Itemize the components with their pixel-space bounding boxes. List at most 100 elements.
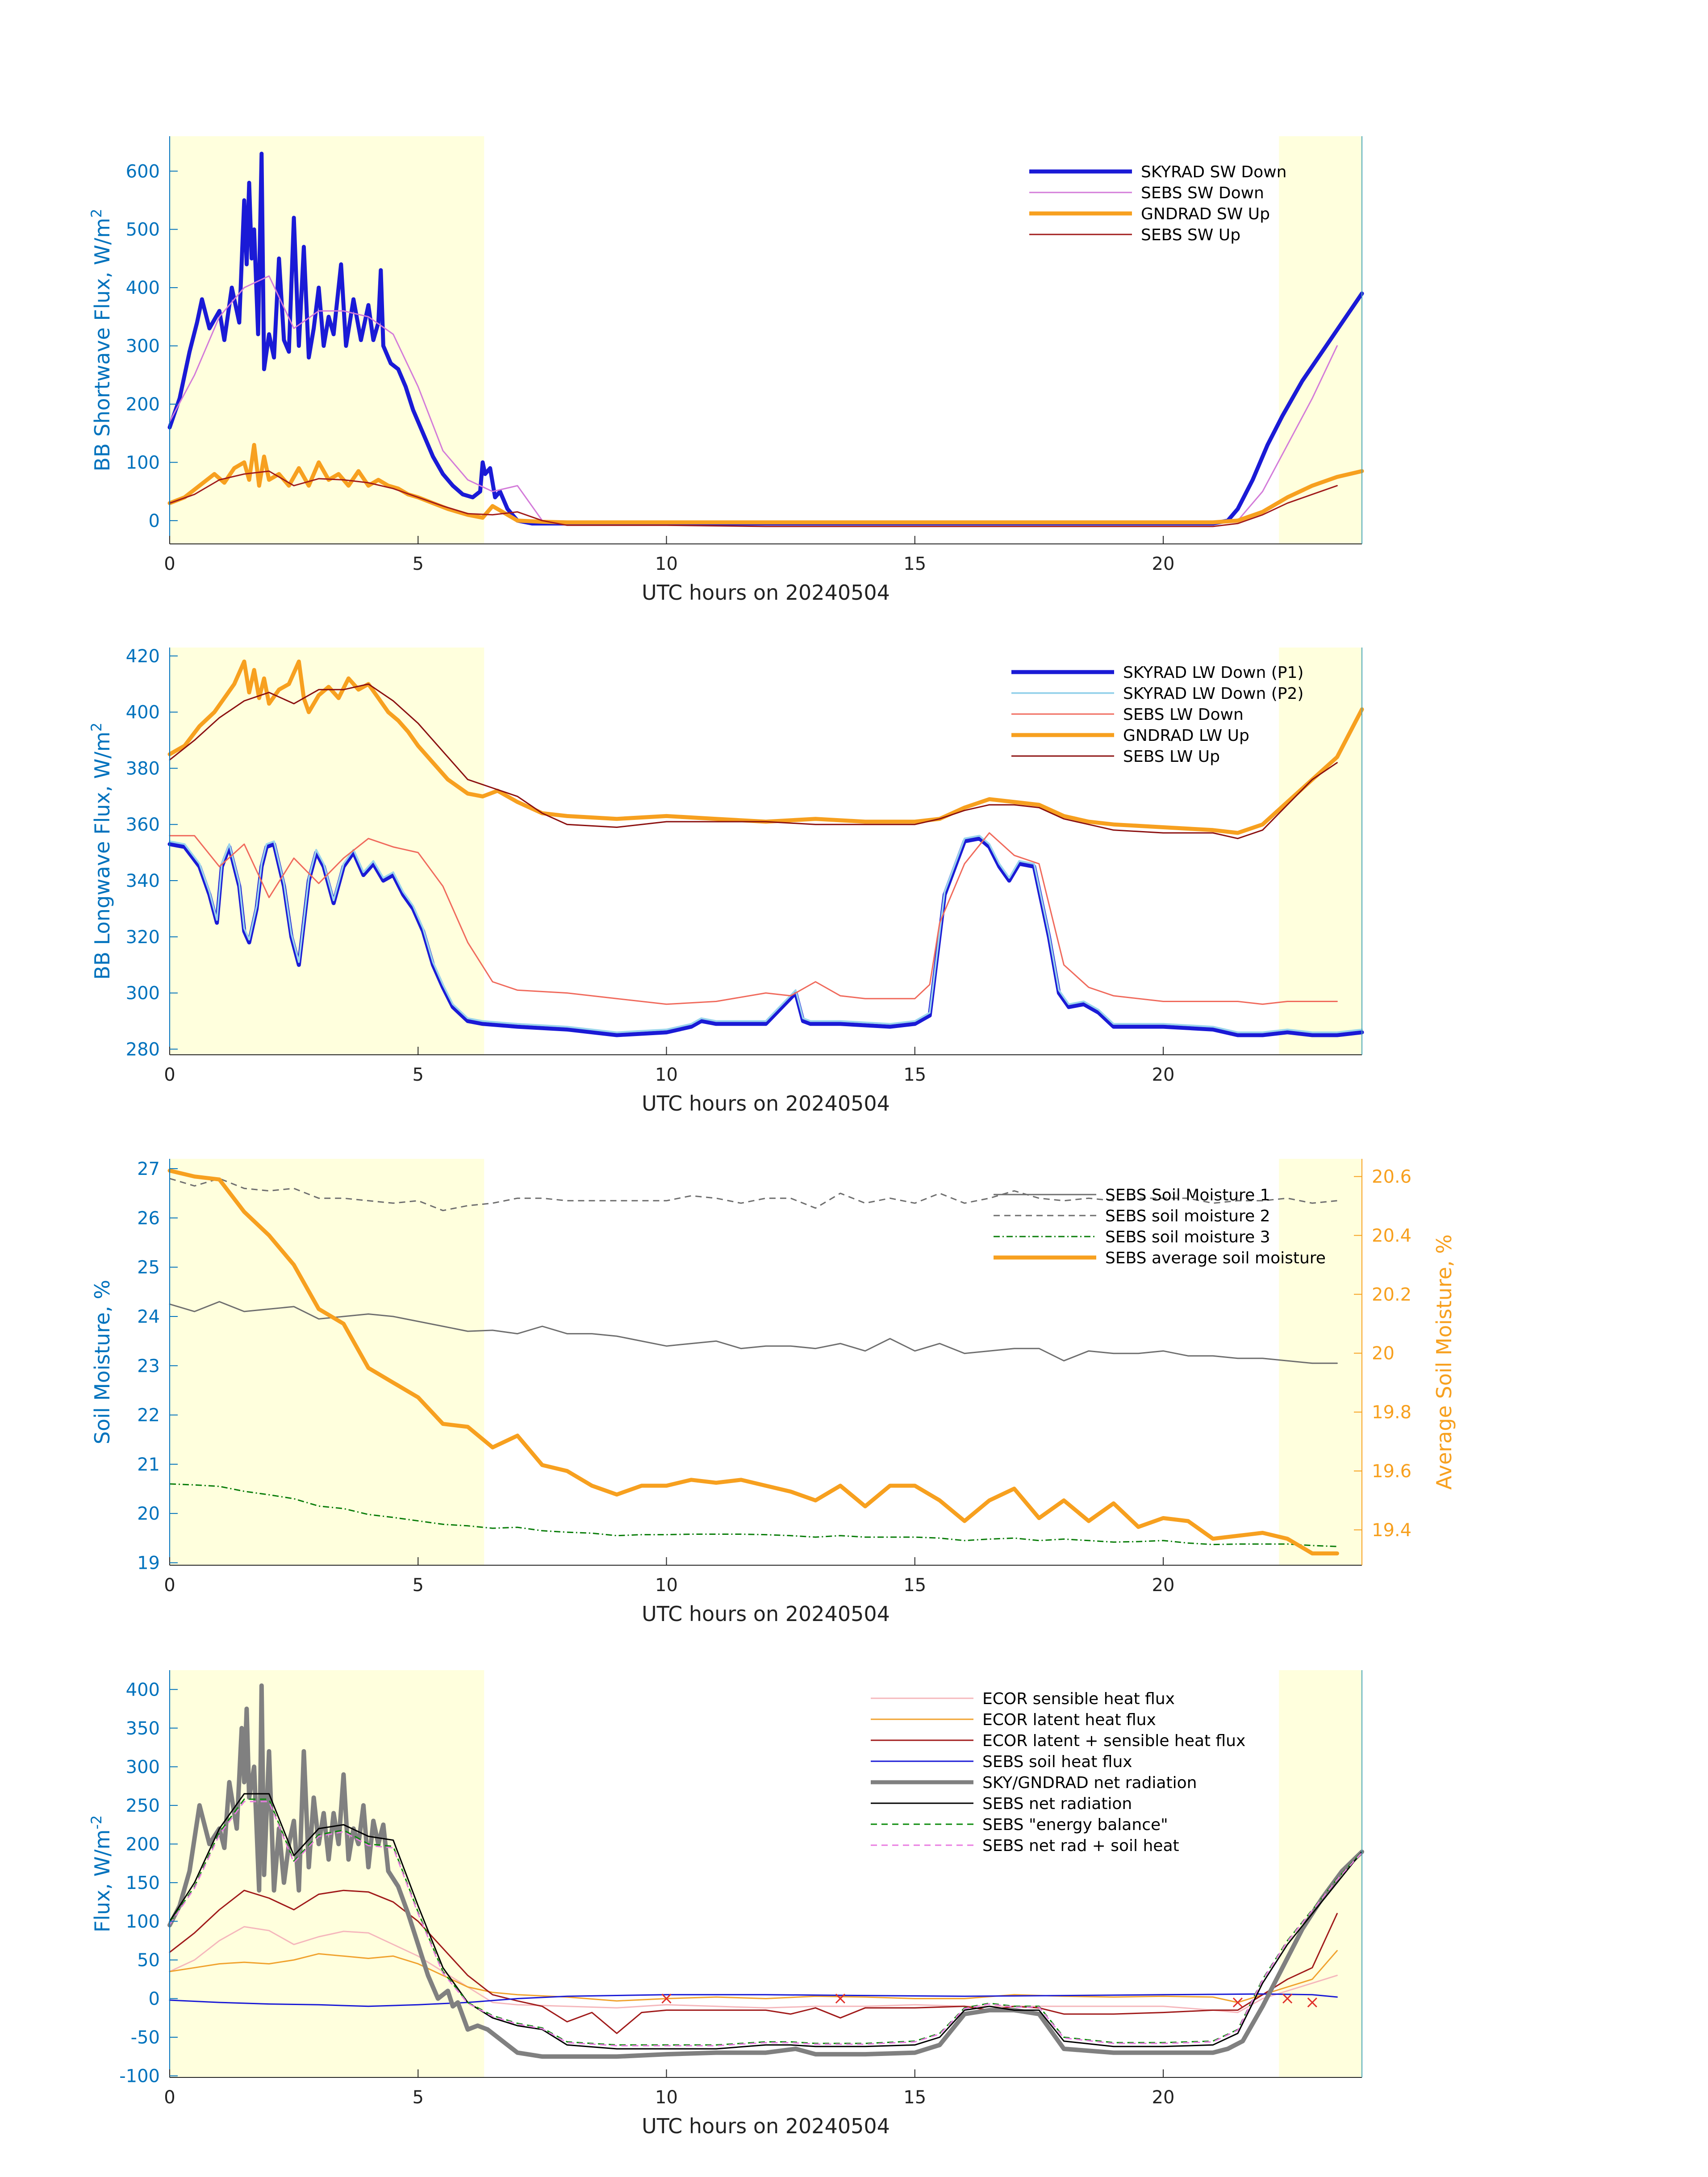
night-shading-2 (1279, 1670, 1362, 2077)
legend-label-6: SEBS net radiation (982, 1795, 1132, 1813)
chart-panel-3: 0 5 10 15 20 19 20 21 22 23 24 25 26 27 19.4 19.6 19.8 20… (90, 1159, 1456, 1626)
x-axis-label: UTC hours on 20240504 (642, 1091, 890, 1116)
legend-label-2: SEBS SW Down (1141, 184, 1264, 202)
legend-label-2: SKYRAD LW Down (P2) (1123, 685, 1303, 703)
x-marker-4 (1282, 1993, 1293, 2004)
legend-label-5: SKY/GNDRAD net radiation (982, 1774, 1197, 1792)
x-tick-label-2: 10 (655, 1065, 678, 1085)
series-line-2 (169, 835, 1363, 1033)
y-tick-label-8: 27 (137, 1159, 160, 1179)
y-tick-label-4: 100 (126, 1911, 160, 1932)
x-tick-label-0: 0 (164, 2087, 175, 2108)
legend: SKYRAD LW Down (P1) SKYRAD LW Down (P2) SE… (1011, 664, 1303, 766)
y-right-tick-label-6: 20.6 (1372, 1167, 1412, 1187)
x-axis-label: UTC hours on 20240504 (642, 581, 890, 605)
y-axis-label: Soil Moisture, % (90, 1280, 114, 1444)
y-tick-label-2: 0 (149, 1989, 160, 2009)
y-tick-label-1: -50 (131, 2027, 160, 2048)
legend-label-1: ECOR sensible heat flux (982, 1690, 1175, 1708)
series-line-6 (169, 1793, 1363, 2050)
night-shading-1 (170, 1159, 484, 1565)
x-tick-label-0: 0 (164, 1575, 175, 1596)
legend-label-4: SEBS soil heat flux (982, 1753, 1132, 1771)
series-line-5 (169, 683, 1338, 840)
y-tick-label-1: 100 (126, 452, 160, 473)
series-line-3 (169, 1889, 1338, 2034)
y-tick-label-3: 50 (137, 1950, 160, 1971)
x-tick-label-4: 20 (1152, 1575, 1175, 1596)
series-line-7 (169, 1798, 1363, 2046)
legend-label-3: SEBS LW Down (1123, 706, 1244, 724)
legend: SKYRAD SW Down SEBS SW Down GNDRAD SW Up SE… (1029, 163, 1286, 244)
legend-label-1: SEBS Soil Moisture 1 (1105, 1186, 1270, 1204)
x-tick-label-4: 20 (1152, 1065, 1175, 1085)
series-line-4 (169, 1993, 1338, 2007)
x-tick-label-1: 5 (413, 554, 424, 574)
y-axis-label: BB Shortwave Flux, W/m2 (88, 209, 114, 471)
y-tick-label-9: 350 (126, 1718, 160, 1739)
x-tick-label-0: 0 (164, 1065, 175, 1085)
series-line-4 (167, 1168, 1339, 1556)
series-line-5 (167, 1683, 1364, 2059)
y-tick-label-0: 19 (137, 1553, 160, 1573)
y-tick-label-0: -100 (119, 2066, 160, 2087)
y-tick-label-4: 400 (126, 278, 160, 298)
x-tick-label-0: 0 (164, 554, 175, 574)
y-tick-label-0: 280 (126, 1039, 160, 1060)
y-tick-label-3: 300 (126, 336, 160, 357)
legend-label-2: SEBS soil moisture 2 (1105, 1207, 1270, 1225)
y-tick-label-3: 22 (137, 1405, 160, 1426)
chart-panel-4: 0 5 10 15 20 -100 -50 0 50 100 150 200 250 300 350 400 U… (88, 1670, 1364, 2138)
legend-label-1: SKYRAD LW Down (P1) (1123, 664, 1303, 682)
legend-label-4: SEBS average soil moisture (1105, 1249, 1326, 1267)
chart-panel-2: 0 5 10 15 20 280 300 320 340 360 380 400 420 UTC hour… (88, 646, 1364, 1116)
legend-label-8: SEBS net rad + soil heat (982, 1837, 1179, 1855)
y-tick-label-2: 21 (137, 1454, 160, 1475)
x-tick-label-2: 10 (655, 1575, 678, 1596)
y-axis-label-right: Average Soil Moisture, % (1432, 1234, 1456, 1490)
y-tick-label-5: 380 (126, 758, 160, 779)
y-right-tick-label-0: 19.4 (1372, 1520, 1412, 1541)
y-tick-label-7: 250 (126, 1796, 160, 1816)
legend-label-3: SEBS soil moisture 3 (1105, 1228, 1270, 1246)
night-shading-2 (1279, 1159, 1362, 1565)
y-tick-label-10: 400 (126, 1680, 160, 1700)
y-tick-label-7: 420 (126, 646, 160, 667)
y-right-tick-label-3: 20 (1372, 1343, 1395, 1364)
legend-label-3: GNDRAD SW Up (1141, 205, 1270, 223)
y-tick-label-6: 200 (126, 1834, 160, 1855)
y-axis-label: BB Longwave Flux, W/m2 (88, 723, 114, 980)
y-tick-label-5: 150 (126, 1873, 160, 1893)
x-tick-label-3: 15 (903, 1575, 926, 1596)
x-tick-label-1: 5 (413, 1575, 424, 1596)
night-shading-2 (1279, 648, 1362, 1055)
y-right-tick-label-1: 19.6 (1372, 1461, 1412, 1482)
x-tick-label-4: 20 (1152, 554, 1175, 574)
y-tick-label-6: 600 (126, 161, 160, 182)
x-axis-label: UTC hours on 20240504 (642, 2114, 890, 2138)
x-marker-5 (1307, 1997, 1317, 2008)
legend-label-4: SEBS SW Up (1141, 226, 1240, 244)
legend: SEBS Soil Moisture 1 SEBS soil moisture 2… (994, 1186, 1326, 1267)
series-line-1 (169, 1301, 1338, 1364)
series-line-4 (167, 659, 1364, 835)
y-axis-label: Flux, W/m-2 (88, 1815, 114, 1933)
y-tick-label-2: 200 (126, 394, 160, 415)
series-line-3 (167, 443, 1364, 525)
legend-label-4: GNDRAD LW Up (1123, 727, 1249, 745)
x-marker-3 (1232, 1997, 1243, 2008)
night-shading-1 (170, 136, 484, 544)
series-line-3 (169, 1483, 1337, 1547)
x-tick-label-1: 5 (413, 1065, 424, 1085)
x-tick-label-3: 15 (903, 1065, 926, 1085)
legend-label-7: SEBS "energy balance" (982, 1816, 1168, 1834)
y-tick-label-1: 20 (137, 1504, 160, 1524)
series-line-4 (169, 470, 1338, 527)
series-line-2 (169, 1950, 1338, 2003)
x-tick-label-1: 5 (413, 2087, 424, 2108)
y-tick-label-4: 360 (126, 815, 160, 835)
legend-label-5: SEBS LW Up (1123, 748, 1220, 766)
night-shading-1 (170, 1670, 484, 2077)
